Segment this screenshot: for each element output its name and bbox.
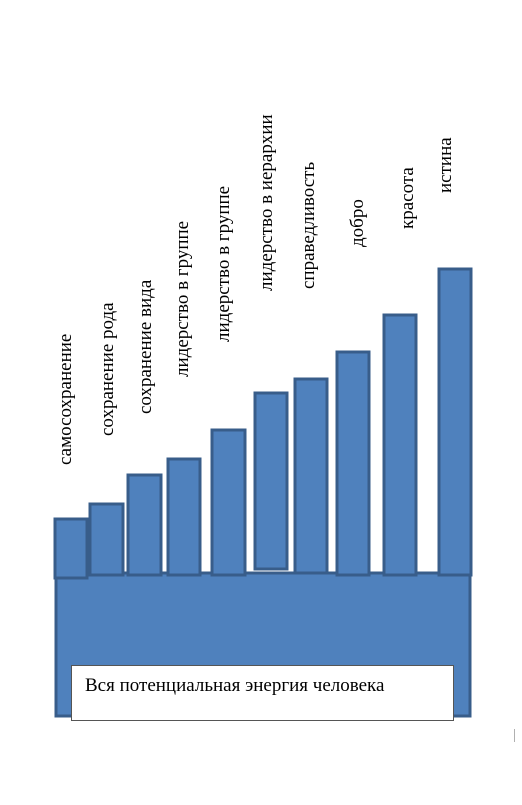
level-bar (293, 377, 329, 575)
level-bar (253, 391, 289, 571)
level-label: красота (397, 167, 418, 229)
level-label: истина (435, 137, 456, 193)
level-bar (53, 517, 89, 580)
level-bar (437, 267, 473, 577)
level-bar (88, 502, 125, 577)
level-label: самосохранение (55, 334, 76, 465)
level-label: лидерство в иерархии (256, 114, 277, 291)
level-label: сохранение рода (97, 302, 118, 436)
level-bar (210, 428, 247, 577)
caption-box: Вся потенциальная энергия человека (71, 665, 454, 721)
level-bar (335, 350, 371, 577)
level-label: лидерство в группе (172, 221, 193, 377)
level-label: добро (347, 199, 368, 247)
diagram-caption: Вся потенциальная энергия человека (85, 675, 385, 696)
level-label: лидерство в группе (213, 186, 234, 342)
level-bar (166, 457, 202, 577)
text-cursor-mark (514, 729, 515, 742)
level-labels: самосохранение сохранение рода сохранение … (55, 114, 456, 465)
level-label: сохранение вида (135, 279, 156, 414)
level-bar (382, 313, 418, 577)
level-label: справедливость (298, 162, 319, 289)
level-bars (53, 267, 473, 580)
level-bar (126, 473, 163, 577)
